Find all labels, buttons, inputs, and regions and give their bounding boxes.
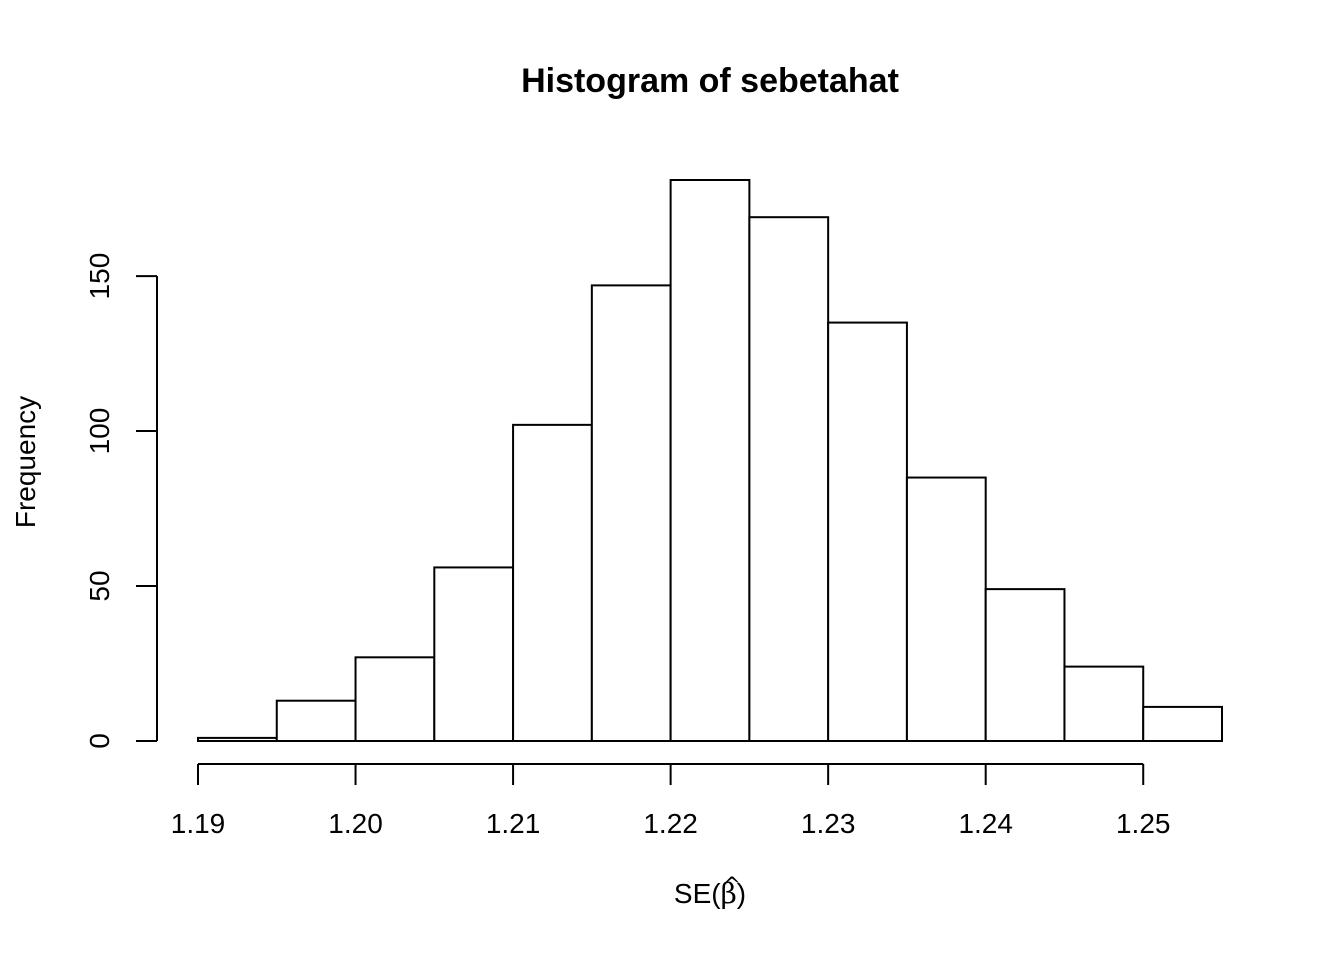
x-tick-label: 1.19	[171, 808, 226, 839]
x-tick-label: 1.24	[958, 808, 1013, 839]
histogram-bar	[827, 321, 908, 742]
x-tick-label: 1.22	[643, 808, 698, 839]
histogram-bar	[275, 699, 357, 742]
histogram-bar	[433, 566, 515, 743]
histogram-bar	[1063, 665, 1145, 743]
histogram-bar	[354, 656, 436, 743]
x-tick-label: 1.20	[328, 808, 383, 839]
y-axis-label: Frequency	[10, 396, 41, 528]
svg-text:SE(β): SE(β)	[674, 877, 746, 910]
histogram-bar	[512, 423, 593, 742]
histogram-bar	[1142, 705, 1223, 742]
y-tick-label: 0	[84, 733, 115, 749]
histogram-bar	[984, 588, 1066, 742]
chart-title: Histogram of sebetahat	[521, 62, 899, 100]
x-axis-label-beta: β	[721, 877, 737, 910]
y-axis: 0 50 100 150	[84, 253, 158, 749]
x-axis-label-prefix: SE	[674, 878, 711, 909]
x-axis-label: SE(β) ^	[674, 874, 746, 910]
x-tick-label: 1.23	[801, 808, 856, 839]
histogram-bar	[748, 216, 830, 743]
x-axis: 1.19 1.20 1.21 1.22 1.23 1.24 1.25	[171, 763, 1171, 839]
histogram-bar	[905, 476, 987, 742]
y-tick-label: 150	[84, 253, 115, 300]
histogram-bar	[669, 179, 751, 742]
x-axis-label-hat: ^	[723, 874, 741, 899]
histogram-bar	[197, 736, 278, 743]
x-tick-label: 1.21	[486, 808, 541, 839]
y-tick-label: 100	[84, 408, 115, 455]
x-tick-label: 1.25	[1116, 808, 1171, 839]
y-tick-label: 50	[84, 570, 115, 601]
histogram-bars	[197, 179, 1223, 743]
histogram-bar	[590, 284, 672, 742]
